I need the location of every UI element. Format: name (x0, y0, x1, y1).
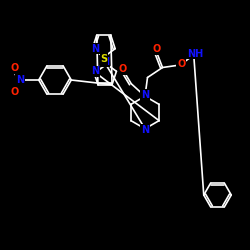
Text: NH: NH (188, 49, 204, 59)
Text: N: N (91, 44, 99, 54)
Text: O: O (10, 63, 18, 73)
Text: O: O (152, 44, 160, 54)
Text: O: O (10, 87, 18, 97)
Text: N: N (16, 75, 24, 85)
Text: N: N (92, 66, 100, 76)
Text: O: O (177, 59, 186, 69)
Text: N: N (101, 57, 109, 67)
Text: O: O (118, 64, 126, 74)
Text: N: N (141, 125, 149, 135)
Text: N: N (141, 90, 149, 100)
Text: S: S (100, 54, 107, 64)
